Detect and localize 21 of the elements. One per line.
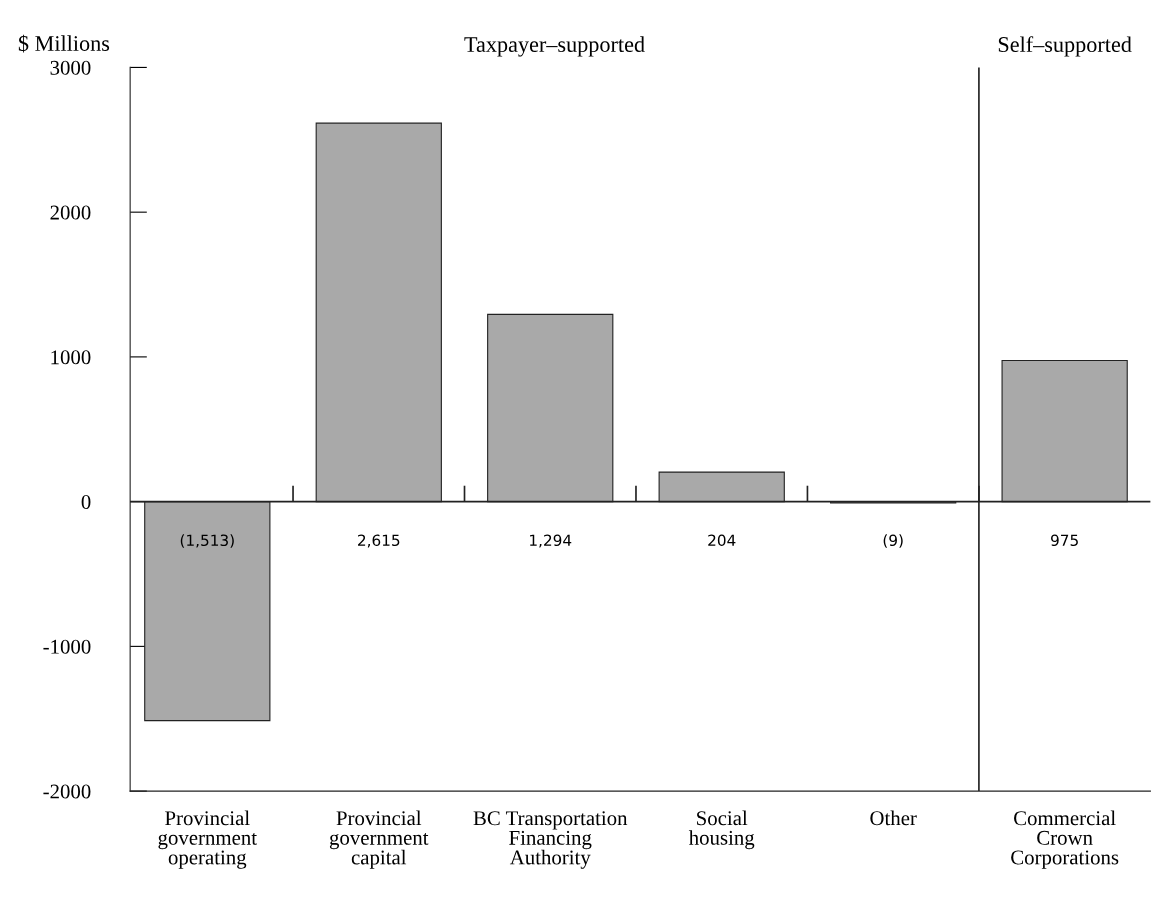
x-tick-label: Social housing <box>688 810 755 850</box>
x-tick-label: Commercial Crown Corporations <box>1011 810 1119 869</box>
y-tick-label: -2000 <box>43 784 91 799</box>
text: Self–supported <box>998 36 1132 57</box>
data-label: (9) <box>883 534 903 548</box>
y-axis-title: $ Millions <box>18 34 110 53</box>
data-label: 2,615 <box>358 534 400 548</box>
data-label: (1,513) <box>180 534 234 548</box>
x-tick-label: Provincial government operating <box>158 810 257 869</box>
x-tick-label: BC Transportation Financing Authority <box>473 811 628 869</box>
x-tick-label: Other <box>870 810 917 826</box>
data-label: 975 <box>1051 534 1078 547</box>
data-label: 1,294 <box>530 534 572 548</box>
y-tick-label: 2000 <box>50 205 91 220</box>
y-tick-label: -1000 <box>43 639 91 654</box>
x-tick-label: Provincial government capital <box>329 810 429 869</box>
data-label: 204 <box>708 534 736 547</box>
text: Taxpayer–supported <box>464 36 645 57</box>
y-tick-label: 1000 <box>51 350 91 365</box>
y-tick-label: 0 <box>81 495 91 510</box>
y-tick-label: 3000 <box>50 60 91 75</box>
